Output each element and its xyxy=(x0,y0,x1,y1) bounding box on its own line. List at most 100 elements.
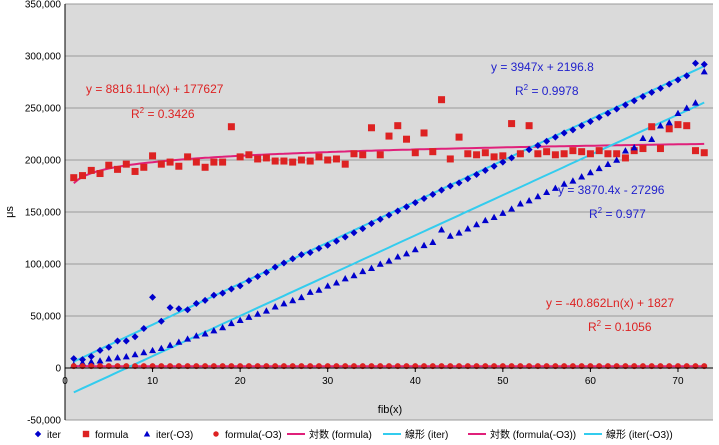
data-point xyxy=(131,167,139,175)
data-point xyxy=(96,170,104,178)
y-tick-label: 0 xyxy=(55,364,61,375)
r-squared: R2 = 0.1056 xyxy=(588,319,652,334)
data-point xyxy=(271,263,279,271)
data-point xyxy=(700,60,708,68)
legend-entry: formula(-O3) xyxy=(225,430,282,441)
data-point xyxy=(543,148,551,156)
data-point xyxy=(394,207,402,215)
data-point xyxy=(122,160,130,168)
y-axis-title: μs xyxy=(4,206,16,218)
data-point xyxy=(595,113,603,121)
data-point xyxy=(157,344,165,352)
data-point xyxy=(70,355,78,363)
data-point xyxy=(481,149,489,157)
data-point xyxy=(324,241,332,249)
data-point xyxy=(87,358,95,365)
data-point xyxy=(166,341,174,348)
data-point xyxy=(79,172,87,180)
data-point xyxy=(87,166,95,174)
trendline-equations: y = 8816.1Ln(x) + 177627 R2 = 0.3426 y = 3… xyxy=(86,60,674,334)
data-point xyxy=(665,119,673,126)
data-point xyxy=(192,158,200,166)
trendline-equation: y = 3947x + 2196.8 xyxy=(491,60,594,74)
data-point xyxy=(525,146,533,154)
data-point xyxy=(578,122,586,130)
data-point xyxy=(254,310,262,317)
y-tick-labels: -50,000 0 50,000 100,000 150,000 200,000 250,0… xyxy=(25,0,62,427)
axes xyxy=(64,4,713,420)
data-point xyxy=(630,147,638,155)
data-point xyxy=(385,257,393,264)
data-point xyxy=(184,153,192,161)
data-point xyxy=(534,150,542,158)
data-point xyxy=(446,182,454,190)
data-point xyxy=(674,109,682,116)
data-points xyxy=(70,59,708,370)
y-tick-label: 250,000 xyxy=(25,104,62,115)
data-point xyxy=(656,84,664,92)
legend-entry: 対数 (formula(-O3)) xyxy=(490,428,576,441)
data-point xyxy=(508,154,516,162)
data-point xyxy=(34,430,42,438)
data-point xyxy=(394,253,402,260)
data-point xyxy=(586,118,594,126)
x-tick-labels: 0 10 20 30 40 50 60 70 xyxy=(62,376,684,387)
data-point xyxy=(508,120,516,128)
data-point xyxy=(332,237,340,245)
data-point xyxy=(70,174,78,182)
legend-entry: iter(-O3) xyxy=(156,430,193,441)
data-point xyxy=(499,209,507,216)
data-point xyxy=(254,272,262,280)
data-point xyxy=(525,122,533,130)
data-point xyxy=(473,220,481,228)
data-point xyxy=(367,124,375,132)
data-point xyxy=(105,161,113,169)
data-point xyxy=(394,122,402,130)
data-point xyxy=(525,197,533,204)
data-point xyxy=(438,186,446,194)
data-point xyxy=(595,147,603,155)
data-point xyxy=(210,291,218,299)
data-point xyxy=(420,241,428,249)
data-point xyxy=(245,151,253,159)
data-point xyxy=(289,296,297,304)
data-point xyxy=(227,319,235,327)
data-point xyxy=(604,109,612,117)
data-point xyxy=(578,148,586,156)
data-point xyxy=(219,323,227,331)
data-point xyxy=(481,166,489,174)
data-point xyxy=(429,238,437,245)
data-point xyxy=(96,357,104,364)
r-squared: R2 = 0.977 xyxy=(589,206,646,221)
data-point xyxy=(210,158,218,166)
data-point xyxy=(140,163,148,171)
data-point xyxy=(385,211,393,219)
data-point xyxy=(315,153,323,161)
legend-entry: iter xyxy=(47,430,62,441)
legend-entry: 線形 (iter(-O3)) xyxy=(606,428,673,441)
data-point xyxy=(341,160,349,168)
data-point xyxy=(245,313,253,320)
data-point xyxy=(227,123,235,131)
x-tick-label: 70 xyxy=(672,376,684,387)
data-point xyxy=(674,76,682,84)
data-point xyxy=(508,205,516,212)
data-point xyxy=(236,316,244,323)
data-point xyxy=(473,151,481,159)
data-point xyxy=(140,324,148,332)
data-point xyxy=(175,338,183,345)
data-point xyxy=(683,122,691,130)
x-tick-label: 10 xyxy=(147,376,159,387)
data-point xyxy=(648,88,656,96)
data-point xyxy=(359,267,367,275)
data-point xyxy=(227,285,235,293)
data-point xyxy=(613,105,621,113)
data-point xyxy=(534,192,542,200)
data-point xyxy=(219,289,227,297)
data-point xyxy=(149,152,157,160)
data-point xyxy=(499,152,507,160)
data-point xyxy=(411,149,419,157)
data-point xyxy=(534,141,542,149)
data-point xyxy=(271,303,279,310)
